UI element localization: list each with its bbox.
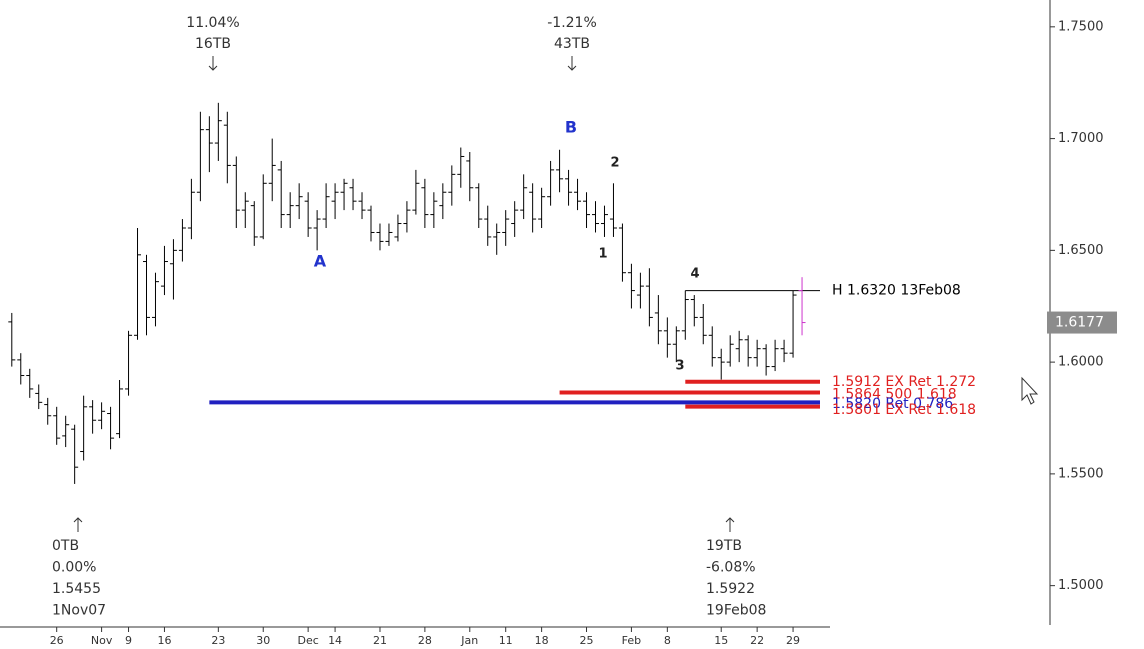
last-price-label: 1.6177 — [1055, 315, 1104, 331]
x-tick-label: 22 — [750, 634, 764, 647]
annotation-arrowhead — [73, 517, 83, 523]
annotation-text: 0.00% — [52, 560, 96, 576]
x-tick-label: 18 — [535, 634, 549, 647]
y-tick-label: 1.7000 — [1058, 131, 1104, 146]
x-tick-label: 30 — [256, 634, 270, 647]
y-tick-label: 1.7500 — [1058, 19, 1104, 34]
x-tick-label: 9 — [125, 634, 132, 647]
x-tick-label: Jan — [460, 634, 478, 647]
wave-label: 4 — [690, 267, 699, 282]
annotation-text: 16TB — [195, 36, 231, 52]
annotation-text: 1Nov07 — [52, 603, 106, 619]
level-label: 1.5864 500 1.618 — [832, 387, 957, 403]
x-tick-label: 25 — [580, 634, 594, 647]
x-tick-label: 8 — [664, 634, 671, 647]
x-tick-label: Feb — [622, 634, 641, 647]
annotation-arrowhead — [567, 65, 577, 71]
annotation-text: 11.04% — [186, 15, 239, 31]
level-label: 1.5801 EX Ret 1.618 — [832, 402, 976, 418]
x-tick-label: 16 — [157, 634, 171, 647]
annotation-arrowhead — [725, 517, 735, 523]
annotation-text: 1.5455 — [52, 581, 101, 597]
wave-label: 2 — [610, 156, 619, 171]
x-tick-label: Dec — [297, 634, 318, 647]
level-label: H 1.6320 13Feb08 — [832, 283, 961, 299]
x-tick-label: 14 — [328, 634, 342, 647]
x-tick-label: 21 — [373, 634, 387, 647]
annotation-text: -6.08% — [706, 560, 756, 576]
x-tick-label: 23 — [211, 634, 225, 647]
annotation-text: 19Feb08 — [706, 603, 766, 619]
annotation-text: 0TB — [52, 538, 79, 554]
y-tick-label: 1.5500 — [1058, 466, 1104, 481]
wave-label: 3 — [675, 359, 684, 374]
annotation-text: -1.21% — [547, 15, 597, 31]
wave-label: A — [314, 252, 327, 271]
annotation-text: 19TB — [706, 538, 742, 554]
x-tick-label: 29 — [786, 634, 800, 647]
x-tick-label: 28 — [418, 634, 432, 647]
y-tick-label: 1.5000 — [1058, 578, 1104, 593]
annotation-text: 1.5922 — [706, 581, 755, 597]
x-tick-label: 26 — [50, 634, 64, 647]
mouse-cursor — [1021, 376, 1039, 405]
x-tick-label: Nov — [91, 634, 113, 647]
level-label: 1.5912 EX Ret 1.272 — [832, 374, 976, 390]
x-tick-label: 11 — [499, 634, 513, 647]
wave-label: B — [565, 118, 577, 137]
x-tick-label: 15 — [714, 634, 728, 647]
annotation-text: 43TB — [554, 36, 590, 52]
annotation-arrowhead — [208, 65, 218, 71]
y-tick-label: 1.6500 — [1058, 243, 1104, 258]
level-label: 1.5820 Ret 0.786 — [832, 396, 953, 412]
last-price-box — [1047, 311, 1117, 334]
wave-label: 1 — [598, 247, 607, 262]
y-tick-label: 1.6000 — [1058, 355, 1104, 370]
